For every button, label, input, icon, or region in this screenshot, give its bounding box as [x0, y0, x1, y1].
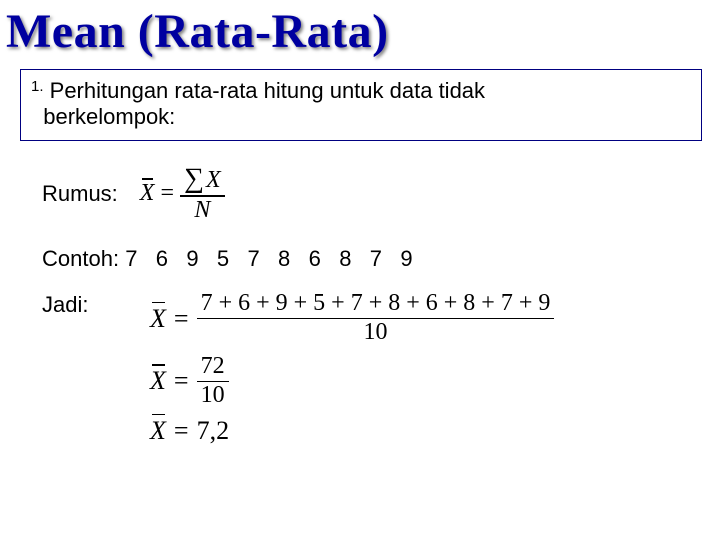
calc-line-1: X = 7 + 6 + 9 + 5 + 7 + 8 + 6 + 8 + 7 + …	[150, 290, 720, 347]
calc1-fraction: 7 + 6 + 9 + 5 + 7 + 8 + 6 + 8 + 7 + 9 10	[197, 290, 555, 347]
calc-line-3: X = 7,2	[150, 416, 720, 446]
slide-title: Mean (Rata-Rata)	[0, 0, 720, 59]
xbar-symbol: X	[150, 416, 166, 446]
calc2-fraction: 72 10	[197, 353, 229, 410]
calculation-block: X = 7 + 6 + 9 + 5 + 7 + 8 + 6 + 8 + 7 + …	[150, 290, 720, 445]
rumus-denominator-var: N	[190, 197, 214, 225]
xbar-symbol: X	[140, 180, 155, 207]
contoh-row: Contoh: 7 6 9 5 7 8 6 8 7 9	[42, 246, 720, 272]
calc3-result: 7,2	[197, 416, 230, 446]
calc-line-2: X = 72 10	[150, 353, 720, 410]
rumus-label: Rumus:	[42, 181, 118, 207]
section-number: 1.	[31, 78, 44, 95]
rumus-formula: X = ∑X N	[140, 163, 225, 224]
rumus-fraction: ∑X N	[180, 163, 225, 224]
calc2-numerator: 72	[197, 353, 229, 381]
section-text-line1: Perhitungan rata-rata hitung untuk data …	[50, 78, 485, 103]
xbar-symbol: X	[150, 366, 166, 396]
section-text-line2: berkelompok:	[43, 104, 175, 129]
calc1-denominator: 10	[359, 319, 391, 347]
contoh-label: Contoh:	[42, 246, 119, 271]
sigma-symbol: ∑	[184, 163, 204, 194]
calc1-numerator: 7 + 6 + 9 + 5 + 7 + 8 + 6 + 8 + 7 + 9	[197, 290, 555, 318]
section-box: 1. Perhitungan rata-rata hitung untuk da…	[20, 69, 702, 141]
xbar-symbol: X	[150, 304, 166, 334]
equals-sign: =	[160, 180, 174, 207]
rumus-numerator-var: X	[206, 167, 221, 193]
calc2-denominator: 10	[197, 382, 229, 410]
contoh-data: 7 6 9 5 7 8 6 8 7 9	[125, 246, 412, 271]
